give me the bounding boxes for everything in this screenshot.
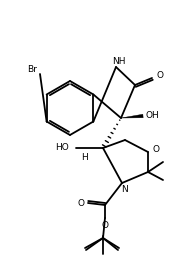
Text: OH: OH: [145, 111, 159, 120]
Text: Br: Br: [27, 66, 37, 75]
Text: O: O: [77, 198, 84, 207]
Text: NH: NH: [112, 58, 126, 67]
Text: O: O: [157, 71, 164, 80]
Text: N: N: [121, 186, 127, 195]
Text: O: O: [102, 221, 109, 230]
Text: H: H: [82, 154, 88, 163]
Text: HO: HO: [55, 143, 69, 152]
Polygon shape: [121, 114, 143, 118]
Text: O: O: [153, 144, 160, 154]
